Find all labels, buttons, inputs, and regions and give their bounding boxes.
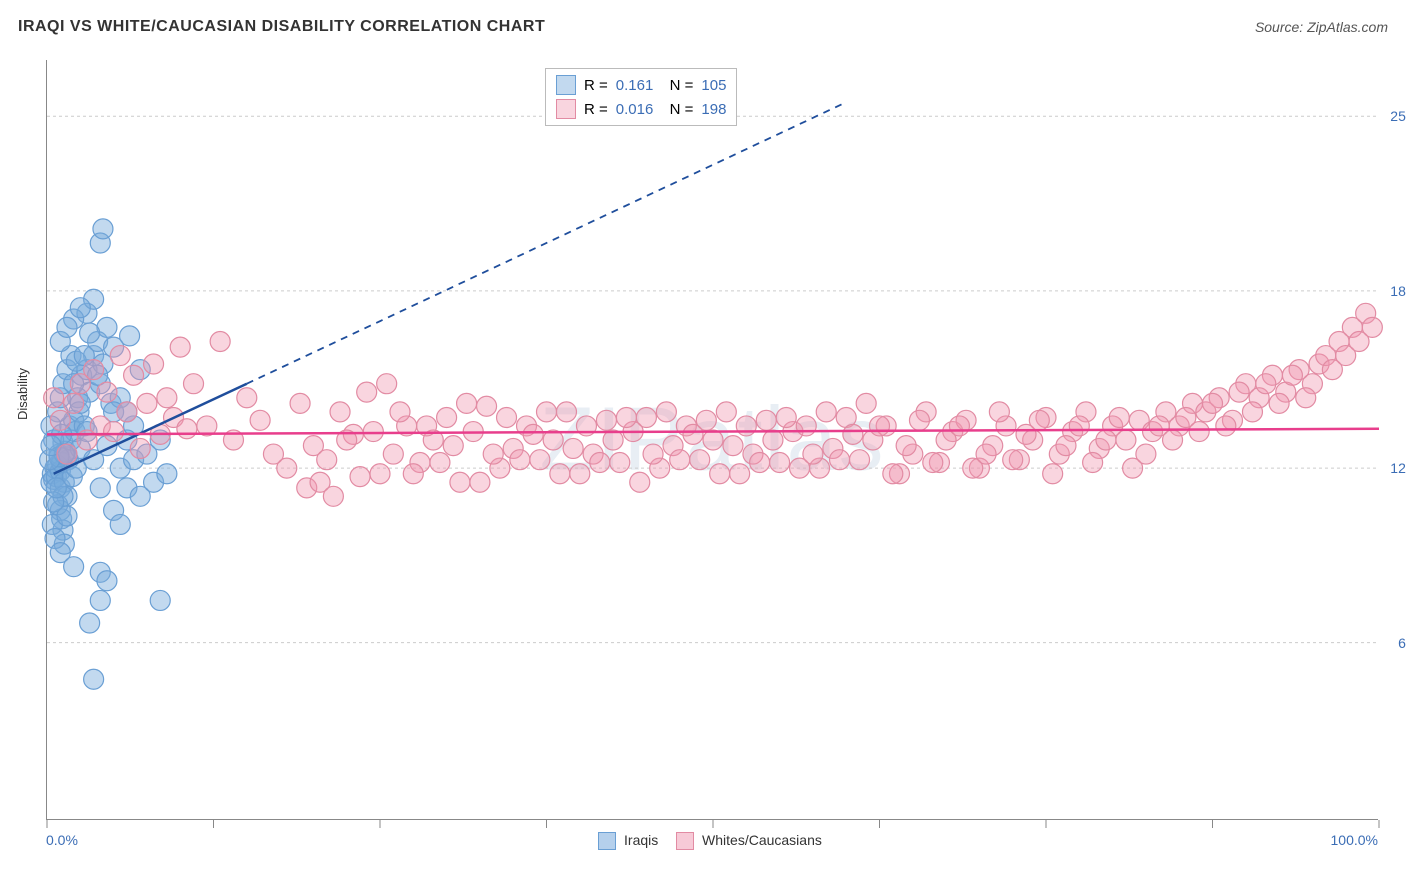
bottom-legend: Iraqis Whites/Caucasians bbox=[0, 832, 1406, 850]
stat-label-n: N = bbox=[661, 101, 693, 118]
legend-swatch-whites bbox=[676, 832, 694, 850]
stats-row-whites: R = 0.016 N = 198 bbox=[556, 97, 726, 121]
stat-r-whites: 0.016 bbox=[616, 101, 654, 118]
legend-label-whites: Whites/Caucasians bbox=[702, 832, 822, 848]
stat-label-n: N = bbox=[661, 77, 693, 94]
correlation-stats-box: R = 0.161 N = 105 R = 0.016 N = 198 bbox=[545, 68, 737, 126]
chart-source: Source: ZipAtlas.com bbox=[1255, 19, 1388, 35]
stat-n-whites: 198 bbox=[701, 101, 726, 118]
legend-label-iraqis: Iraqis bbox=[624, 832, 658, 848]
swatch-iraqis bbox=[556, 75, 576, 95]
y-axis-label: Disability bbox=[15, 368, 30, 420]
chart-header: IRAQI VS WHITE/CAUCASIAN DISABILITY CORR… bbox=[18, 18, 1388, 36]
stat-label-r: R = bbox=[584, 101, 608, 118]
y-tick-label: 6.3% bbox=[1398, 635, 1406, 651]
stats-row-iraqis: R = 0.161 N = 105 bbox=[556, 73, 726, 97]
scatter-plot-svg bbox=[47, 60, 1378, 819]
y-tick-label: 25.0% bbox=[1390, 108, 1406, 124]
stat-n-iraqis: 105 bbox=[701, 77, 726, 94]
swatch-whites bbox=[556, 99, 576, 119]
legend-swatch-iraqis bbox=[598, 832, 616, 850]
y-tick-label: 18.8% bbox=[1390, 283, 1406, 299]
chart-title: IRAQI VS WHITE/CAUCASIAN DISABILITY CORR… bbox=[18, 18, 545, 36]
stat-r-iraqis: 0.161 bbox=[616, 77, 654, 94]
stat-label-r: R = bbox=[584, 77, 608, 94]
y-tick-label: 12.5% bbox=[1390, 460, 1406, 476]
chart-plot-area: ZIPatlas 6.3%12.5%18.8%25.0% bbox=[46, 60, 1378, 820]
